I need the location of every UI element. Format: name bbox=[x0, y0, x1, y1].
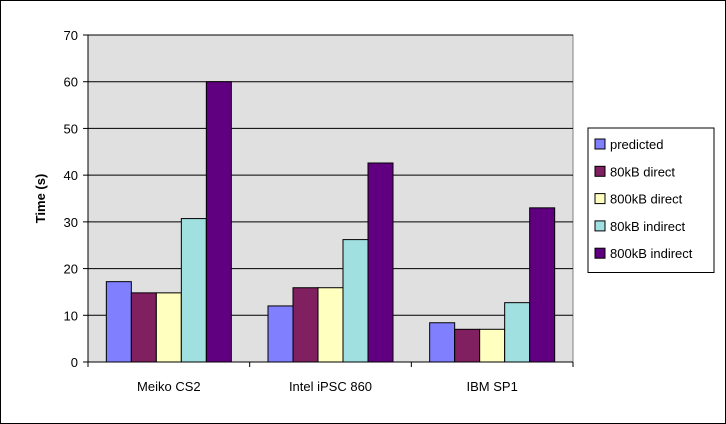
legend-box bbox=[587, 127, 715, 273]
legend-label: 80kB indirect bbox=[610, 219, 686, 234]
axes bbox=[83, 34, 574, 367]
legend: predicted 80kB direct 800kB direct 80kB ind… bbox=[587, 127, 715, 273]
y-tick-label: 40 bbox=[64, 168, 78, 183]
bar-800kb-indirect-1 bbox=[367, 162, 394, 363]
y-axis-label: Time (s) bbox=[33, 174, 48, 224]
legend-label: predicted bbox=[610, 137, 663, 152]
bar-800kb-direct-0 bbox=[155, 292, 182, 363]
bar-800kb-direct-1 bbox=[317, 287, 344, 363]
y-tick-label: 30 bbox=[64, 215, 78, 230]
bar-predicted-2 bbox=[429, 322, 456, 363]
y-tick-label: 0 bbox=[71, 355, 78, 370]
gridlines bbox=[88, 34, 573, 316]
bar-800kb-direct-2 bbox=[479, 328, 506, 363]
y-tick-label: 70 bbox=[64, 28, 78, 43]
bar-80kb-direct-2 bbox=[454, 328, 481, 363]
bar-80kb-direct-1 bbox=[292, 287, 319, 363]
x-tick-label: IBM SP1 bbox=[467, 379, 518, 394]
bar-80kb-indirect-0 bbox=[180, 218, 207, 363]
y-tick-label: 60 bbox=[64, 75, 78, 90]
bar-80kb-direct-0 bbox=[130, 292, 157, 363]
legend-swatch bbox=[594, 138, 606, 150]
legend-label: 80kB direct bbox=[610, 164, 675, 179]
x-tick-label: Intel iPSC 860 bbox=[289, 379, 372, 394]
y-tick-label: 20 bbox=[64, 262, 78, 277]
bar-800kb-indirect-0 bbox=[205, 81, 232, 363]
y-tick-label: 50 bbox=[64, 121, 78, 136]
legend-swatch bbox=[594, 220, 606, 232]
x-tick-labels: Meiko CS2 Intel iPSC 860 IBM SP1 bbox=[137, 379, 518, 394]
legend-label: 800kB direct bbox=[610, 192, 683, 207]
bar-800kb-indirect-2 bbox=[529, 207, 556, 363]
legend-swatch bbox=[594, 247, 606, 259]
legend-swatch bbox=[594, 193, 606, 205]
bar-predicted-1 bbox=[267, 305, 294, 363]
bar-80kb-indirect-1 bbox=[342, 239, 369, 363]
bar-predicted-0 bbox=[105, 281, 132, 363]
legend-swatch bbox=[594, 165, 606, 177]
legend-label: 800kB indirect bbox=[610, 246, 693, 261]
x-tick-label: Meiko CS2 bbox=[137, 379, 201, 394]
y-tick-labels: 0 10 20 30 40 50 60 70 bbox=[64, 28, 78, 370]
y-tick-label: 10 bbox=[64, 308, 78, 323]
bars bbox=[105, 81, 556, 363]
bar-80kb-indirect-2 bbox=[504, 302, 531, 363]
